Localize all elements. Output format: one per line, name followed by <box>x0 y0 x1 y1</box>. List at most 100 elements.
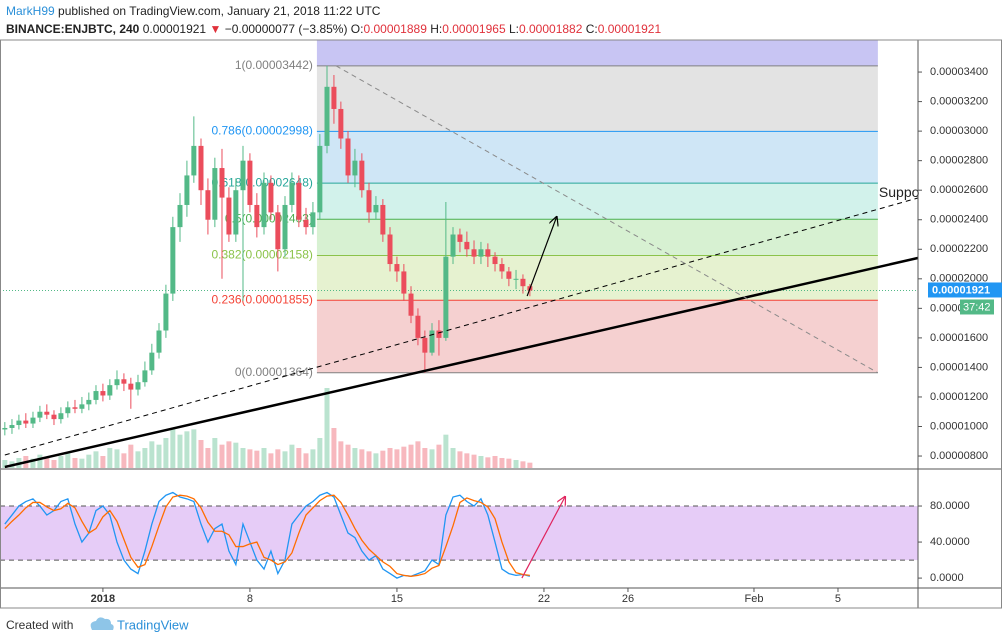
candle-body <box>170 227 176 294</box>
y-tick-label: 80.0000 <box>930 500 970 512</box>
last-price-box <box>928 282 1002 298</box>
y-tick-label: 0.00002600 <box>930 184 988 196</box>
logo <box>90 617 114 630</box>
candle-body <box>471 249 477 257</box>
candle-body <box>30 417 36 424</box>
fib-label: 0.786(0.00002998) <box>211 124 312 138</box>
candle-body <box>240 160 246 191</box>
volume-bar <box>373 453 379 468</box>
author[interactable]: MarkH99 <box>6 4 55 18</box>
volume-bar <box>191 429 197 468</box>
candle-body <box>135 382 141 390</box>
fib-zone <box>316 65 878 132</box>
o: 0.00001889 <box>363 22 427 36</box>
volume-bar <box>107 448 113 468</box>
volume-bar <box>58 456 64 468</box>
y-tick-label: 0.00001400 <box>930 361 988 373</box>
candle-body <box>485 249 491 257</box>
candle-body <box>156 330 162 353</box>
trend-line <box>335 65 879 374</box>
volume-bar <box>415 441 421 468</box>
candle-body <box>198 145 204 191</box>
volume-bar <box>226 441 232 468</box>
candle-body <box>191 145 197 176</box>
x-tick-label: 5 <box>835 593 841 605</box>
volume-bar <box>177 434 183 468</box>
candle-body <box>65 407 71 414</box>
fib-label: 0.382(0.00002158) <box>211 248 312 262</box>
l: 0.00001882 <box>518 22 583 36</box>
h-label: H: <box>430 22 443 36</box>
change: −0.00000077 (−3.85%) <box>224 22 348 36</box>
volume-bar <box>401 446 407 468</box>
candle-body <box>450 234 456 257</box>
candle-body <box>422 337 428 353</box>
candle-body <box>492 256 498 265</box>
y-tick-label: 0.0000 <box>930 572 964 584</box>
countdown-box <box>960 299 994 315</box>
y-tick-label: 0.00001600 <box>930 332 988 344</box>
candle-body <box>121 379 127 384</box>
volume-bar <box>114 449 120 468</box>
fib-label: 0.236(0.00001855) <box>211 292 312 306</box>
volume-bar <box>331 428 337 468</box>
volume-bar <box>310 449 316 468</box>
candle-body <box>324 86 330 146</box>
volume-bar <box>513 460 519 468</box>
fib-zone <box>316 255 878 301</box>
volume-bar <box>219 444 225 468</box>
volume-bar <box>436 444 442 468</box>
volume-bar <box>408 444 414 468</box>
candle-body <box>380 204 386 235</box>
volume-bar <box>233 442 239 468</box>
candle-body <box>226 197 232 235</box>
footer-brand[interactable]: TradingView <box>117 617 189 632</box>
candle-body <box>520 278 526 287</box>
trend-line <box>4 256 918 468</box>
volume-bar <box>471 454 477 468</box>
candle-body <box>513 278 519 280</box>
fib-label: 0.618(0.00002648) <box>211 175 312 189</box>
y-tick-label: 0.00001000 <box>930 420 988 432</box>
volume-bar <box>457 451 463 468</box>
volume-bar <box>506 458 512 468</box>
footer-text: Created with <box>6 618 73 632</box>
x-tick-label: 8 <box>247 593 253 605</box>
candle-body <box>275 212 281 250</box>
volume-bar <box>121 453 127 468</box>
y-tick-label: 0.00002400 <box>930 214 988 226</box>
indicator-band <box>0 506 918 561</box>
candle-body <box>107 385 113 396</box>
candle-body <box>51 414 57 420</box>
candle-body <box>317 145 323 213</box>
candle-body <box>338 108 344 139</box>
volume-bar <box>93 451 99 468</box>
candle-body <box>499 264 505 272</box>
candle-body <box>2 427 8 430</box>
candle-body <box>457 234 463 242</box>
y-tick-label: 0.00002800 <box>930 155 988 167</box>
c-label: C: <box>585 22 598 36</box>
candle-body <box>233 190 239 235</box>
candle-body <box>247 160 253 205</box>
volume-bar <box>247 449 253 468</box>
volume-bar <box>100 456 106 468</box>
volume-bar <box>485 457 491 468</box>
x-tick-label: 22 <box>538 593 550 605</box>
candle-body <box>142 370 148 383</box>
volume-bar <box>240 448 246 468</box>
candle-body <box>296 182 302 220</box>
volume-bar <box>282 451 288 468</box>
volume-bar <box>170 428 176 468</box>
candle-body <box>359 160 365 191</box>
candle-body <box>128 383 134 390</box>
candle-body <box>149 352 155 371</box>
volume-bar <box>142 448 148 468</box>
candle-body <box>79 404 85 409</box>
fib-label: 1(0.00003442) <box>235 58 313 72</box>
y-tick-label: 0.00001200 <box>930 391 988 403</box>
volume-bar <box>527 462 533 468</box>
volume-bar <box>499 458 505 468</box>
l-label: L: <box>508 22 519 36</box>
